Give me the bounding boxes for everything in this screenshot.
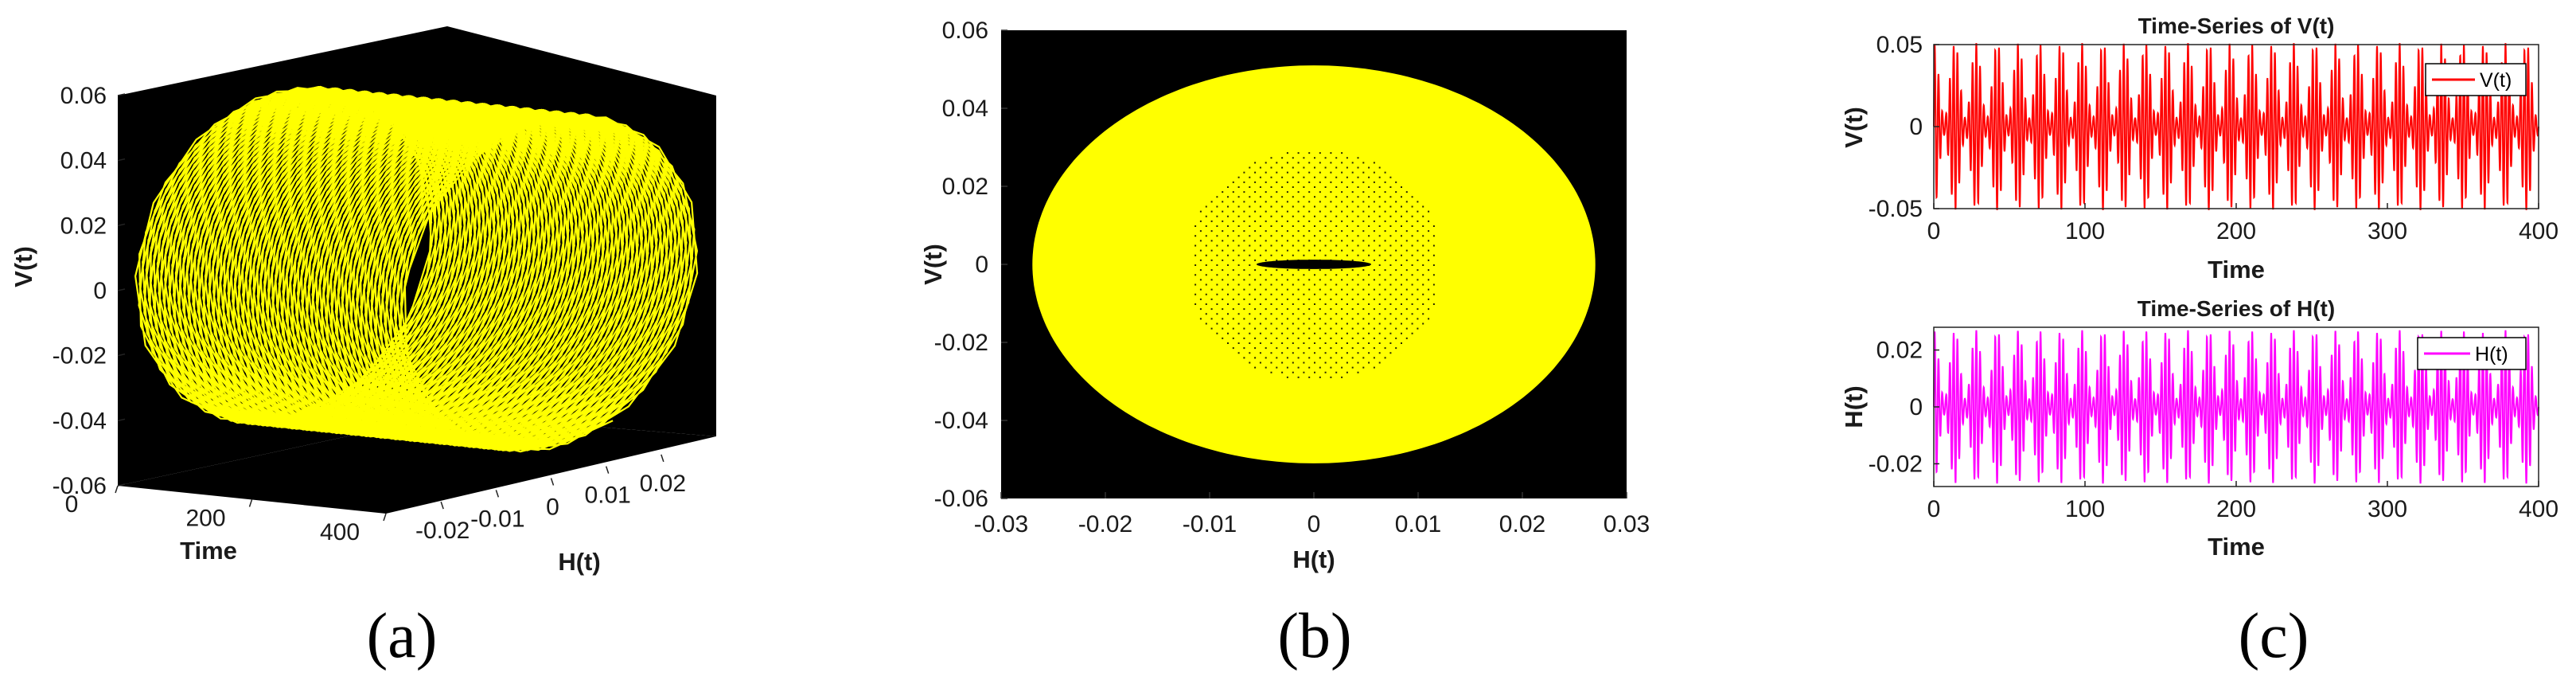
panel-b-y-tick-label: -0.04 (934, 408, 988, 434)
panel-c-top-x-tick-label: 0 (1927, 218, 1941, 244)
panel-b-y-tick-label: -0.06 (934, 486, 988, 512)
panel-a-z-tick-label: 0.04 (60, 148, 107, 174)
panel-b-x-tick-label: 0 (1307, 511, 1321, 537)
panel-b-trajectory (1032, 65, 1596, 463)
panel-a-zlabel: V(t) (10, 246, 37, 287)
panel-b-ylabel: V(t) (919, 244, 947, 285)
panel-b-y-tick-label: 0 (975, 252, 988, 278)
panel-c-bottom-ylabel: H(t) (1840, 385, 1868, 428)
panel-c-bottom-legend: H(t) (2417, 337, 2527, 370)
panel-a-z-tick (117, 483, 126, 487)
panel-c-top-x-tick-label: 200 (2216, 218, 2256, 244)
panel-c-top-ylabel: V(t) (1840, 107, 1868, 148)
panel-a-time-tick-label: 200 (185, 506, 225, 532)
panel-a-h-tick (495, 490, 500, 498)
panel-a-time-tick (115, 485, 119, 494)
panel-b-y-tick-label: 0.04 (942, 96, 988, 122)
panel-a-h-tick-label: 0.01 (584, 483, 630, 509)
caption-c: (c) (2239, 601, 2309, 671)
panel-a-h-tick (661, 454, 664, 463)
panel-a-time-tick (248, 499, 253, 507)
panel-b-x-tick-label: -0.03 (974, 511, 1028, 537)
panel-a-z-tick (117, 353, 126, 357)
panel-c-top-title: Time-Series of V(t) (2138, 14, 2335, 38)
panel-b-x-tick-label: 0.01 (1395, 511, 1441, 537)
panel-a-z-tick-label: -0.02 (53, 343, 107, 369)
panel-c-bottom-y-tick-label: 0 (1909, 394, 1923, 420)
panel-a-trajectory-line (134, 85, 699, 453)
panel-c-top-x-tick-label: 400 (2519, 218, 2558, 244)
panel-b-x-tick-label: -0.01 (1183, 511, 1237, 537)
panel-c-bottom-y-tick-label: 0.02 (1876, 338, 1923, 364)
panel-a-z-tick (117, 93, 126, 96)
panel-b-y-tick-label: 0.02 (942, 174, 988, 200)
panel-c-bottom-x-tick-label: 100 (2065, 496, 2105, 522)
panel-c-top-xlabel: Time (2208, 256, 2265, 283)
panel-a-z-tick-label: 0.02 (60, 213, 107, 239)
panel-a-h-tick-label: -0.02 (415, 518, 470, 544)
panel-a-z-tick (117, 223, 126, 227)
caption-a: (a) (367, 601, 438, 671)
panel-a-xlabel: H(t) (558, 548, 600, 576)
panel-c-top-x-tick-label: 300 (2368, 218, 2407, 244)
panel-b-x-tick-label: -0.02 (1078, 511, 1132, 537)
panel-c-top-y-tick-label: -0.05 (1869, 196, 1923, 222)
panel-a-time-tick-label: 0 (65, 491, 79, 518)
panel-a-h-tick-label: 0.02 (640, 471, 686, 497)
panel-a-h-tick-label: -0.01 (470, 506, 524, 532)
caption-b: (b) (1277, 601, 1351, 671)
panel-c-bottom-x-tick-label: 400 (2519, 496, 2558, 522)
panel-b-inner-hole (1257, 260, 1371, 269)
panel-c-bottom-legend-label: H(t) (2475, 343, 2508, 365)
panel-c-top-legend: V(t) (2425, 63, 2527, 96)
panel-a-z-tick-label: 0.06 (60, 83, 107, 109)
panel-a-h-tick (550, 478, 555, 486)
panel-c-bottom-xlabel: Time (2208, 533, 2265, 561)
panel-a-trajectory (134, 85, 699, 453)
panel-a-z-tick-label: 0 (93, 278, 107, 304)
panel-a-time-tick (383, 513, 387, 522)
panel-b-xlabel: H(t) (1292, 545, 1335, 573)
panel-a-z-tick-label: -0.06 (53, 473, 107, 499)
panel-c-top-x-tick-label: 100 (2065, 218, 2105, 244)
panel-b-x-tick-label: 0.03 (1604, 511, 1650, 537)
panel-c-bottom-x-tick-label: 300 (2368, 496, 2407, 522)
panel-a-h-tick (440, 501, 444, 510)
panel-c-bottom-x-tick-label: 200 (2216, 496, 2256, 522)
panel-b-y-tick-label: -0.02 (934, 330, 988, 356)
panel-c-bottom-y-tick-label: -0.02 (1869, 451, 1923, 477)
panel-b: -0.03 -0.02 -0.01 0 0.01 0.02 0.03 0.06 0.04 0.02… (919, 18, 1650, 573)
panel-c-top-legend-label: V(t) (2480, 69, 2512, 92)
panel-a-z-tick-label: -0.04 (53, 408, 107, 434)
panel-c-top-y-tick-label: 0 (1909, 114, 1923, 140)
panel-b-y-tick-label: 0.06 (942, 18, 988, 44)
panel-a-z-tick (117, 288, 126, 291)
panel-c-bottom-title: Time-Series of H(t) (2138, 296, 2335, 321)
panel-a-z-tick (117, 158, 126, 162)
panel-a-h-tick (605, 466, 610, 474)
panel-c-bottom-x-tick-label: 0 (1927, 496, 1941, 522)
panel-a-z-tick (117, 418, 126, 422)
panel-c-top-y-tick-label: 0.05 (1876, 32, 1923, 58)
panel-b-axes: -0.03 -0.02 -0.01 0 0.01 0.02 0.03 0.06 0.04 0.02… (934, 18, 1650, 537)
panel-a-h-tick-label: 0 (546, 494, 559, 521)
panel-a-time-tick-label: 400 (320, 519, 360, 545)
panel-b-x-tick-label: 0.02 (1499, 511, 1545, 537)
panel-a-ylabel: Time (180, 537, 237, 565)
